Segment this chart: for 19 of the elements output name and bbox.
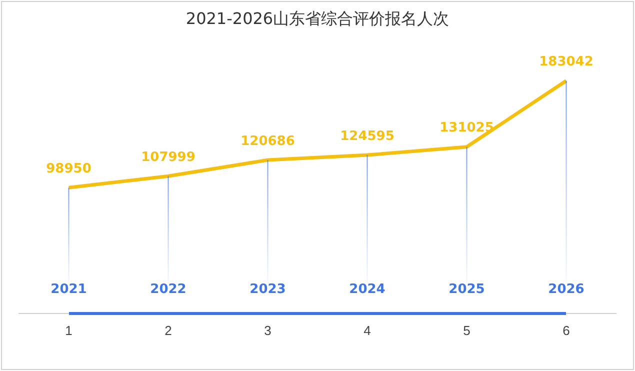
x-tick-label: 6: [562, 322, 570, 338]
data-label: 98950: [46, 162, 92, 177]
text: 2023: [250, 282, 286, 297]
x-tick-label: 1: [65, 322, 72, 338]
text: 2024: [349, 282, 386, 297]
text: 2022: [150, 282, 186, 297]
data-label: 131025: [440, 120, 494, 136]
chart-title: 2021-2026山东省综合评价报名人次: [186, 8, 450, 28]
x-tick-label: 3: [264, 322, 272, 338]
text: 2021: [50, 282, 87, 297]
data-label: 183042: [539, 54, 594, 70]
data-label: 107999: [141, 150, 196, 166]
x-tick-label: 4: [364, 322, 371, 338]
x-tick-label: 2: [164, 322, 172, 338]
data-label: 124595: [340, 128, 394, 144]
text: 2025: [448, 282, 485, 297]
x-tick-label: 5: [463, 322, 470, 338]
data-label: 120686: [240, 134, 295, 149]
text: 2026: [548, 282, 584, 297]
